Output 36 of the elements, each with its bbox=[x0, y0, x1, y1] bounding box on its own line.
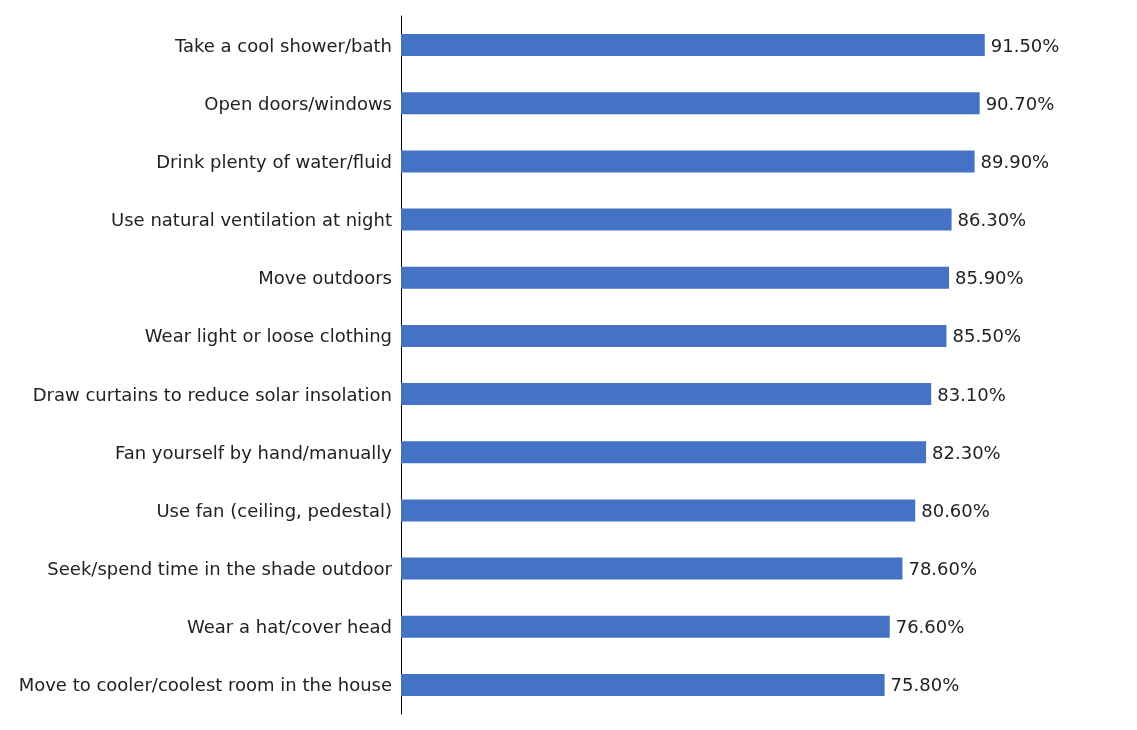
y-tick-label: Draw curtains to reduce solar insolation bbox=[32, 383, 392, 405]
data-label: 82.30% bbox=[932, 441, 1001, 463]
data-label: 85.50% bbox=[952, 325, 1022, 347]
bar bbox=[401, 266, 950, 289]
y-tick-label: Wear light or loose clothing bbox=[144, 325, 392, 347]
bar bbox=[401, 150, 975, 173]
y-tick-label: Take a cool shower/bath bbox=[173, 34, 392, 56]
y-tick-label: Seek/spend time in the shade outdoor bbox=[47, 558, 393, 580]
bar bbox=[401, 34, 985, 57]
data-label: 83.10% bbox=[937, 383, 1006, 405]
y-tick-label: Fan yourself by hand/manually bbox=[114, 441, 393, 463]
data-label: 80.60% bbox=[921, 499, 990, 521]
data-label: 89.90% bbox=[980, 150, 1050, 172]
y-tick-label: Move to cooler/coolest room in the house bbox=[18, 674, 392, 696]
data-label: 90.70% bbox=[985, 92, 1055, 114]
y-tick-label: Use natural ventilation at night bbox=[111, 209, 392, 231]
data-label: 76.60% bbox=[895, 616, 965, 638]
bar bbox=[401, 383, 932, 406]
bar bbox=[401, 557, 903, 580]
bar bbox=[401, 441, 927, 464]
data-label: 85.90% bbox=[955, 267, 1024, 289]
bar bbox=[401, 673, 885, 696]
bar bbox=[401, 499, 916, 522]
bar bbox=[401, 92, 980, 115]
y-tick-label: Use fan (ceiling, pedestal) bbox=[156, 499, 392, 521]
y-tick-label: Move outdoors bbox=[258, 267, 392, 289]
y-tick-label: Drink plenty of water/fluid bbox=[156, 150, 392, 172]
bar bbox=[401, 324, 947, 347]
y-tick-label: Open doors/windows bbox=[204, 92, 392, 114]
y-tick-label: Wear a hat/cover head bbox=[187, 616, 392, 638]
data-label: 78.60% bbox=[908, 558, 978, 580]
bar bbox=[401, 208, 952, 231]
data-label: 86.30% bbox=[957, 209, 1027, 231]
data-label: 91.50% bbox=[990, 34, 1060, 56]
bar bbox=[401, 615, 890, 638]
data-label: 75.80% bbox=[890, 674, 960, 696]
